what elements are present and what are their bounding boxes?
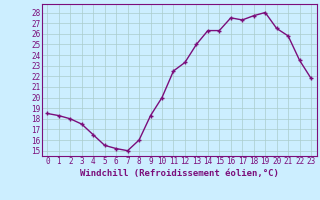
X-axis label: Windchill (Refroidissement éolien,°C): Windchill (Refroidissement éolien,°C)	[80, 169, 279, 178]
